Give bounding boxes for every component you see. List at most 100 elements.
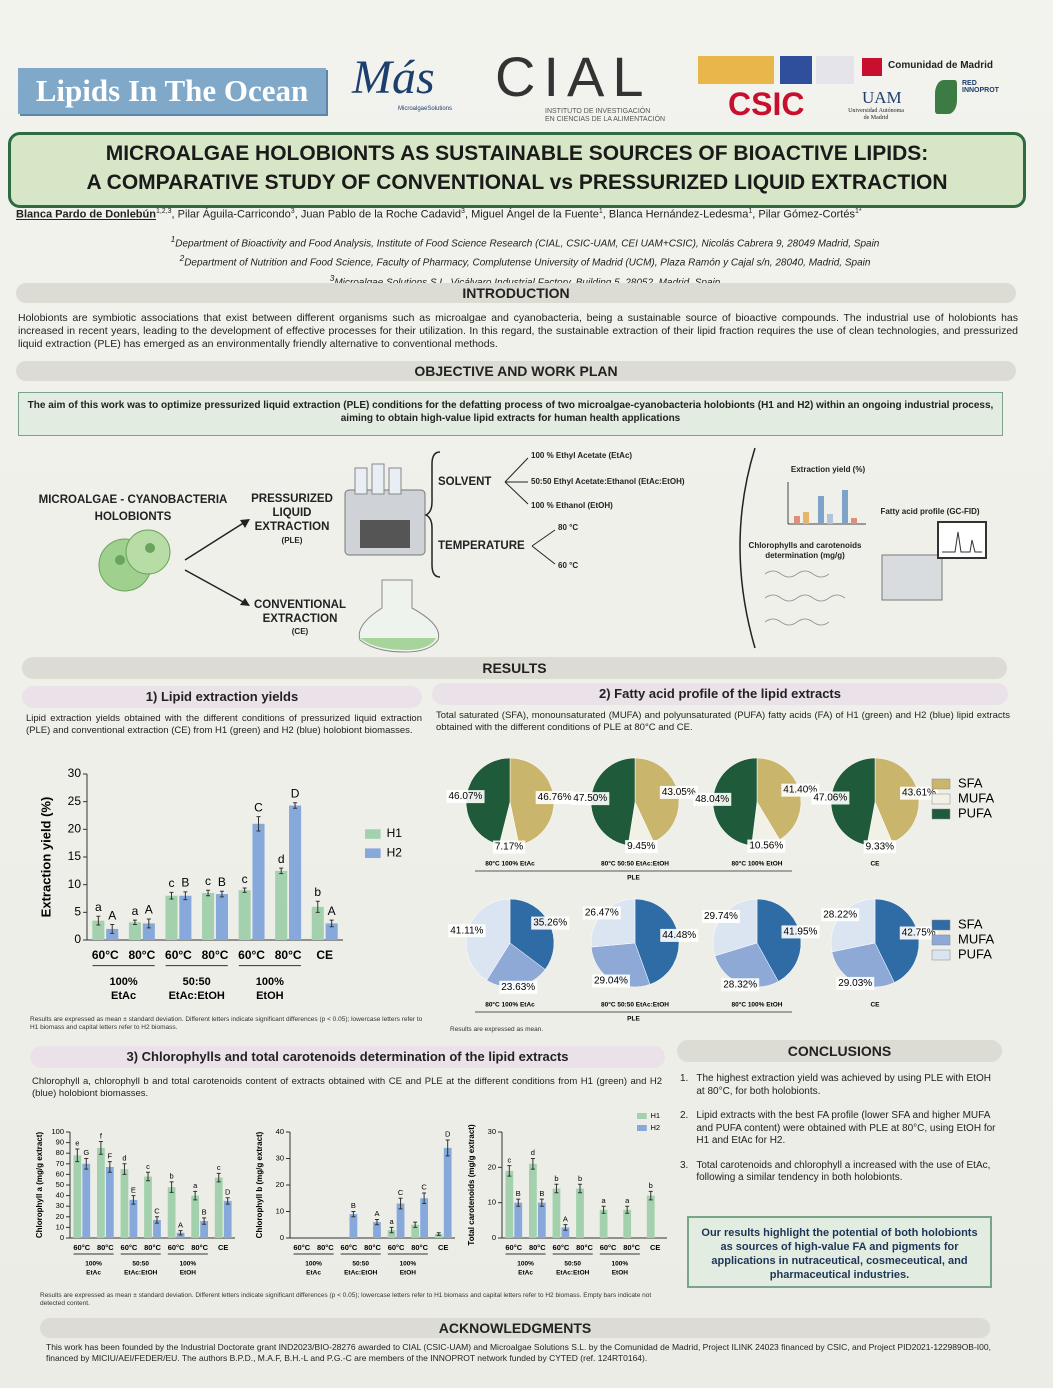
x-tick-label: 60°C	[600, 1243, 617, 1252]
pie-label-bg	[821, 908, 860, 922]
pie-label: 47.06%	[813, 793, 847, 804]
significance-letter: B	[218, 875, 226, 889]
author-name: Pilar Gómez-Cortés	[758, 208, 855, 221]
logo-csic: CSIC	[728, 86, 805, 122]
y-tick-label: 30	[488, 1127, 496, 1136]
pie-label: 35.26%	[533, 918, 567, 929]
pie-label-bg	[811, 791, 850, 805]
significance-letter: b	[649, 1181, 653, 1190]
bar	[420, 1198, 429, 1238]
logo-uam-sub: Universidad Autónoma de Madrid	[846, 108, 906, 122]
affiliation: 1Department of Bioactivity and Food Anal…	[20, 232, 1030, 251]
pie-label: 42.75%	[902, 928, 936, 939]
bar	[223, 1200, 232, 1238]
legend-label: SFA	[958, 916, 983, 931]
bar	[576, 1188, 584, 1238]
connector	[504, 457, 529, 483]
error-bar	[279, 867, 284, 875]
bar	[202, 892, 215, 940]
title-line: A COMPARATIVE STUDY OF CONVENTIONAL vs P…	[86, 171, 948, 194]
error-bar	[84, 1158, 89, 1170]
arrow	[184, 521, 246, 561]
error-bar	[554, 1183, 559, 1194]
wp-option: 100 % Ethyl Acetate (EtAc)	[531, 451, 632, 460]
pie-label: 46.07%	[449, 791, 483, 802]
error-bar	[329, 919, 334, 928]
pie-label: 9.33%	[866, 841, 894, 852]
conclusion-number: 2.	[680, 1110, 689, 1121]
error-bar	[516, 1198, 521, 1207]
x-tick-label: 60°C	[121, 1243, 138, 1252]
group-label: 100%	[400, 1261, 417, 1268]
fa-charts: 46.76% 7.17% 46.07% 80°C 100% EtAc 43.05% 9.4…	[446, 757, 994, 1023]
error-bar	[110, 924, 115, 934]
wp-label: SOLVENT	[438, 476, 491, 488]
logo-uam: UAM	[862, 88, 902, 107]
pie-label-bg	[900, 786, 939, 800]
significance-letter: a	[625, 1196, 630, 1205]
error-bar	[169, 1181, 174, 1193]
error-bar	[193, 1190, 198, 1201]
significance-letter: F	[108, 1151, 113, 1160]
y-axis-label: Extraction yield (%)	[38, 797, 53, 918]
bar	[73, 1155, 82, 1238]
error-bar	[374, 1218, 379, 1226]
group-label: EtAc	[86, 1270, 101, 1277]
x-tick-label: 80°C	[191, 1243, 208, 1252]
author-sup: 1*	[854, 208, 862, 215]
conclusion-number: 1.	[680, 1073, 689, 1084]
bar	[434, 1234, 443, 1238]
flask	[358, 579, 440, 653]
x-tick-label: 60°C	[238, 948, 265, 962]
error-bar	[539, 1198, 544, 1207]
logo-line: de Madrid	[863, 115, 889, 121]
bar	[396, 1203, 405, 1238]
error-bar	[75, 1148, 80, 1163]
significance-letter: A	[328, 904, 336, 918]
y-tick-label: 10	[68, 877, 82, 891]
error-bar	[256, 816, 261, 832]
significance-letter: d	[122, 1154, 126, 1163]
section-heading: ACKNOWLEDGMENTS	[40, 1318, 990, 1338]
y-tick-label: 30	[68, 766, 82, 780]
x-tick-label: 60°C	[388, 1243, 405, 1252]
error-bar	[389, 1226, 394, 1234]
x-tick-label: 80°C	[529, 1243, 546, 1252]
author-sup: 3	[290, 208, 295, 215]
pie-label: 29.74%	[704, 911, 738, 922]
group-label: 100%	[256, 976, 284, 988]
pie-label-bg	[836, 976, 875, 990]
y-tick-label: 5	[74, 905, 81, 919]
x-tick-label: 80°C	[144, 1243, 161, 1252]
legend-label: H2	[651, 1123, 661, 1132]
logo-line: EN CIENCIAS DE LA ALIMENTACIÓN	[545, 116, 666, 123]
legend-swatch	[931, 934, 951, 946]
bar	[646, 1195, 655, 1238]
pie-slice	[830, 898, 876, 953]
bar	[144, 1176, 152, 1238]
ple-bottle	[371, 463, 385, 495]
group-label: EtOH	[612, 1270, 629, 1277]
group-label: 100%	[110, 976, 138, 988]
wp-label: LIQUID	[273, 507, 312, 519]
error-bar	[625, 1205, 630, 1214]
x-tick-label: 80°C	[317, 1243, 334, 1252]
author-name: Pilar Águila-Carricondo	[177, 208, 291, 221]
bar	[325, 923, 338, 940]
significance-letter: B	[351, 1201, 356, 1210]
intro-text: Holobionts are symbiotic associations th…	[18, 312, 1018, 350]
y-tick-label: 100	[51, 1127, 64, 1136]
x-tick-label: 80°C	[128, 948, 155, 962]
ple-bottle	[354, 467, 368, 495]
wp-label: MICROALGAE - CYANOBACTERIA	[39, 494, 228, 506]
legend-label: SFA	[958, 775, 983, 790]
error-bar	[132, 919, 137, 926]
pie-label-bg	[693, 792, 732, 806]
significance-letter: a	[95, 900, 102, 914]
gc-instrument	[881, 554, 943, 601]
pie-label: 29.03%	[838, 978, 872, 989]
bracket	[424, 451, 441, 578]
logo-mas-sub: MicroalgaeSolutions	[398, 106, 453, 112]
bar	[599, 1209, 608, 1238]
y-tick-label: 20	[488, 1162, 496, 1171]
